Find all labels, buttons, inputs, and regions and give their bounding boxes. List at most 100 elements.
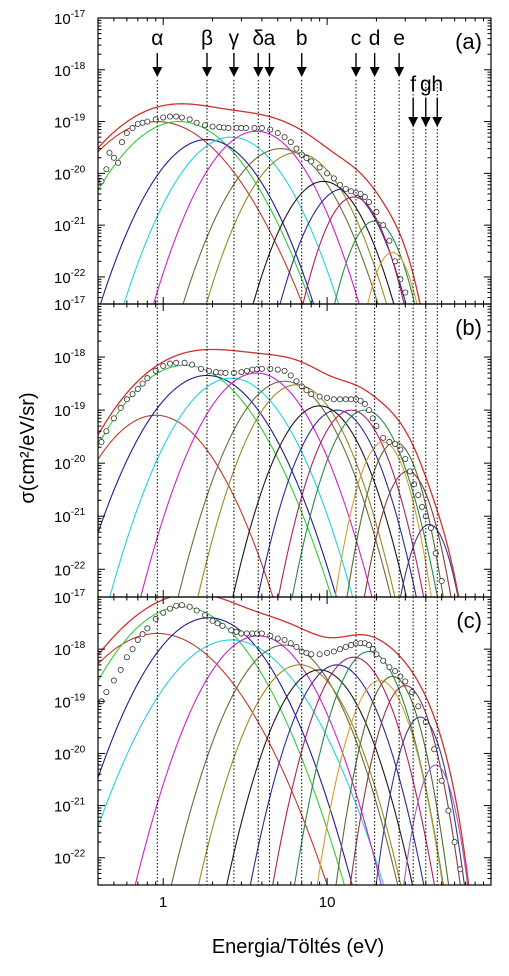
data-point — [432, 550, 439, 557]
gaussian-component — [272, 656, 435, 885]
peak-label: a — [264, 27, 276, 50]
data-point — [337, 396, 344, 403]
panel-label: (a) — [455, 29, 482, 54]
data-point — [228, 627, 235, 634]
x-axis-title: Energia/Töltés (eV) — [212, 936, 384, 958]
data-point — [409, 689, 416, 696]
data-point — [118, 139, 125, 146]
data-point — [225, 125, 232, 132]
panel-plot-area — [98, 348, 460, 597]
data-point — [415, 492, 422, 499]
gaussian-component — [177, 380, 392, 597]
gaussian-component — [140, 372, 373, 597]
peak-arrow-head — [264, 67, 275, 77]
data-point — [274, 130, 281, 137]
data-point — [139, 380, 146, 387]
data-point — [380, 222, 387, 229]
data-point — [369, 415, 376, 422]
data-point — [238, 369, 245, 376]
data-point — [293, 643, 300, 650]
data-point — [202, 612, 209, 619]
peak-arrow-head — [420, 117, 431, 127]
gaussian-component — [98, 617, 353, 885]
data-point — [205, 367, 212, 374]
data-point — [386, 439, 393, 446]
data-point — [243, 125, 250, 132]
data-point — [316, 393, 323, 400]
y-tick-label: 10-21 — [54, 507, 86, 526]
data-point — [209, 617, 216, 624]
peak-label: b — [296, 27, 308, 50]
data-point — [123, 130, 130, 137]
gaussian-component — [335, 675, 450, 885]
gaussian-component — [257, 409, 417, 597]
data-point — [160, 609, 167, 616]
data-point — [144, 118, 151, 125]
data-point — [152, 615, 159, 622]
data-point — [189, 361, 196, 368]
gaussian-component — [98, 632, 328, 885]
panel-2: 10-17 10-18 10-19 10-20 10-21 10-22 (c) — [54, 588, 492, 886]
gaussian-component — [232, 405, 407, 597]
data-point — [173, 359, 180, 366]
data-point — [361, 193, 368, 200]
data-point — [365, 407, 372, 414]
data-point — [369, 646, 376, 653]
gaussian-component — [226, 669, 414, 885]
data-point — [193, 119, 200, 126]
peak-label: c — [351, 27, 362, 50]
y-tick-label: 10-17 — [54, 588, 86, 607]
data-point — [129, 125, 136, 132]
total-fit-line — [98, 103, 421, 304]
data-point — [214, 620, 221, 627]
data-point — [293, 145, 300, 152]
data-point — [129, 391, 136, 398]
data-point — [348, 188, 355, 195]
data-point — [186, 116, 193, 123]
data-point — [251, 125, 258, 132]
data-point — [287, 640, 294, 647]
plot-layer: 10-1710-1810-1910-2010-2110-22(a)10-1710… — [54, 9, 492, 911]
data-point — [373, 423, 380, 430]
gaussian-component — [249, 664, 425, 885]
peak-arrow-head — [152, 67, 163, 77]
data-point — [342, 643, 349, 650]
data-point — [380, 657, 387, 664]
panel-label: (b) — [455, 315, 482, 340]
data-point — [402, 289, 409, 296]
data-point — [357, 190, 364, 197]
data-point — [129, 646, 136, 653]
data-point — [380, 434, 387, 441]
data-point — [181, 359, 188, 366]
data-point — [123, 654, 130, 661]
data-point — [219, 622, 226, 629]
gaussian-component — [334, 441, 432, 597]
data-point — [193, 607, 200, 614]
data-point — [348, 396, 355, 403]
gaussian-component — [205, 152, 388, 304]
data-point — [386, 664, 393, 671]
data-point — [139, 631, 146, 638]
data-point — [103, 166, 110, 173]
data-point — [281, 134, 288, 141]
data-point — [103, 428, 110, 435]
data-point — [330, 175, 337, 182]
panel-0: 10-17 10-18 10-19 10-20 10-21 10-22 (a) — [54, 9, 492, 305]
y-tick-label: 10-19 — [54, 113, 86, 132]
data-point — [281, 367, 288, 374]
data-point — [139, 119, 146, 126]
y-tick-label: 10-18 — [54, 348, 86, 367]
data-point — [397, 673, 404, 680]
panel-1: 10-17 10-18 10-19 10-20 10-21 10-22 (b) — [54, 295, 492, 598]
y-tick-label: 10-20 — [54, 454, 86, 473]
data-point — [144, 625, 151, 632]
gaussian-component — [399, 523, 459, 597]
peak-arrow-head — [432, 117, 443, 127]
data-point — [267, 365, 274, 372]
data-point — [415, 703, 422, 710]
data-point — [373, 651, 380, 658]
data-point — [324, 170, 331, 177]
gaussian-component — [123, 136, 340, 304]
data-point — [110, 677, 117, 684]
